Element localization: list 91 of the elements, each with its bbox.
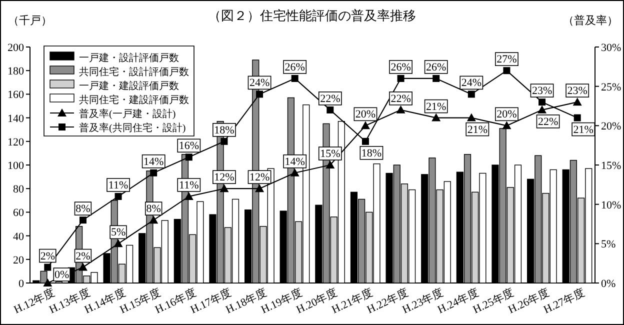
point bbox=[538, 105, 547, 114]
data-label: 11% bbox=[179, 179, 199, 192]
data-label: 23% bbox=[567, 85, 588, 98]
data-label: 14% bbox=[284, 156, 305, 168]
data-label: 2% bbox=[40, 250, 55, 262]
point bbox=[397, 74, 404, 82]
y2-tick-label: 10% bbox=[601, 199, 622, 212]
point bbox=[502, 121, 512, 130]
data-label: 8% bbox=[146, 203, 161, 216]
point bbox=[149, 216, 158, 224]
point bbox=[432, 74, 440, 82]
data-label: 21% bbox=[426, 100, 446, 113]
data-label: 21% bbox=[467, 124, 488, 136]
point bbox=[396, 105, 406, 114]
point bbox=[43, 278, 52, 286]
data-label: 20% bbox=[355, 108, 376, 121]
data-label: 27% bbox=[496, 54, 517, 66]
data-label: 22% bbox=[538, 116, 558, 128]
data-label: 15% bbox=[320, 148, 340, 160]
point bbox=[78, 262, 88, 271]
title: （図２）住宅性能評価の普及率推移 bbox=[208, 8, 416, 23]
legend-label: 一戸建・建設評価戸数 bbox=[79, 80, 179, 92]
data-label: 18% bbox=[214, 124, 234, 136]
y2-tick-label: 30% bbox=[601, 42, 622, 54]
point bbox=[44, 264, 52, 271]
point bbox=[256, 90, 264, 98]
ylabel: （千戸） bbox=[8, 15, 52, 27]
point bbox=[432, 113, 441, 122]
point bbox=[114, 239, 123, 248]
point bbox=[468, 90, 475, 98]
y-tick-label: 160 bbox=[8, 89, 24, 102]
y-tick-label: 180 bbox=[8, 66, 24, 78]
point bbox=[466, 113, 476, 122]
data-label: 5% bbox=[110, 226, 126, 239]
legend-label: 普及率(一戸建・設計) bbox=[79, 108, 176, 120]
y-tick-label: 40 bbox=[13, 230, 24, 243]
y2-tick-label: 0% bbox=[601, 278, 616, 290]
point bbox=[574, 114, 581, 122]
y2-tick-label: 5% bbox=[601, 238, 616, 251]
point bbox=[360, 121, 370, 130]
point bbox=[290, 168, 300, 176]
data-label: 24% bbox=[249, 77, 270, 90]
y-tick-label: 20 bbox=[13, 254, 24, 266]
point bbox=[79, 216, 86, 224]
data-label: 23% bbox=[532, 85, 552, 98]
legend-label: 共同住宅・設計評価戸数 bbox=[79, 66, 189, 78]
data-label: 2% bbox=[76, 250, 90, 262]
point bbox=[362, 138, 369, 145]
legend-label: 一戸建・設計評価戸数 bbox=[79, 52, 179, 64]
data-label: 14% bbox=[144, 156, 164, 168]
point bbox=[503, 67, 510, 74]
y2-tick-label: 25% bbox=[601, 81, 622, 94]
point bbox=[184, 192, 194, 200]
point bbox=[291, 74, 298, 82]
data-label: 16% bbox=[178, 140, 199, 152]
y-tick-label: 200 bbox=[8, 42, 24, 54]
y2-tick-label: 20% bbox=[601, 120, 622, 133]
point bbox=[185, 154, 192, 161]
legend-label: 共同住宅・建設評価戸数 bbox=[79, 94, 189, 106]
point bbox=[220, 184, 229, 192]
point bbox=[114, 192, 122, 200]
data-label: 11% bbox=[108, 179, 128, 192]
point bbox=[220, 138, 228, 145]
point bbox=[326, 160, 335, 168]
y-tick-label: 140 bbox=[8, 112, 24, 125]
data-label: 12% bbox=[214, 172, 234, 184]
y-tick-label: 100 bbox=[8, 160, 24, 172]
legend-label: 普及率(共同住宅・設計) bbox=[79, 122, 186, 134]
y-tick-label: 120 bbox=[8, 136, 24, 148]
point bbox=[538, 98, 546, 106]
y2-tick-label: 15% bbox=[601, 160, 622, 172]
y2label: （普及率） bbox=[563, 15, 618, 27]
data-label: 18% bbox=[361, 147, 382, 160]
y-tick-label: 60 bbox=[13, 207, 24, 220]
point bbox=[572, 98, 582, 106]
point bbox=[326, 106, 334, 114]
y-tick-label: 80 bbox=[13, 184, 24, 196]
point bbox=[150, 169, 158, 176]
data-label: 26% bbox=[426, 61, 446, 74]
data-label: 22% bbox=[320, 92, 340, 105]
data-label: 22% bbox=[390, 92, 411, 105]
y-tick-label: 0 bbox=[18, 278, 24, 290]
data-label: 24% bbox=[461, 77, 482, 90]
data-label: 12% bbox=[249, 172, 270, 184]
point bbox=[255, 184, 264, 192]
data-label: 0% bbox=[54, 269, 70, 281]
data-label: 26% bbox=[284, 61, 305, 74]
data-label: 26% bbox=[390, 61, 411, 74]
data-label: 20% bbox=[496, 108, 517, 121]
data-label: 8% bbox=[76, 203, 90, 216]
data-label: 21% bbox=[573, 124, 594, 136]
